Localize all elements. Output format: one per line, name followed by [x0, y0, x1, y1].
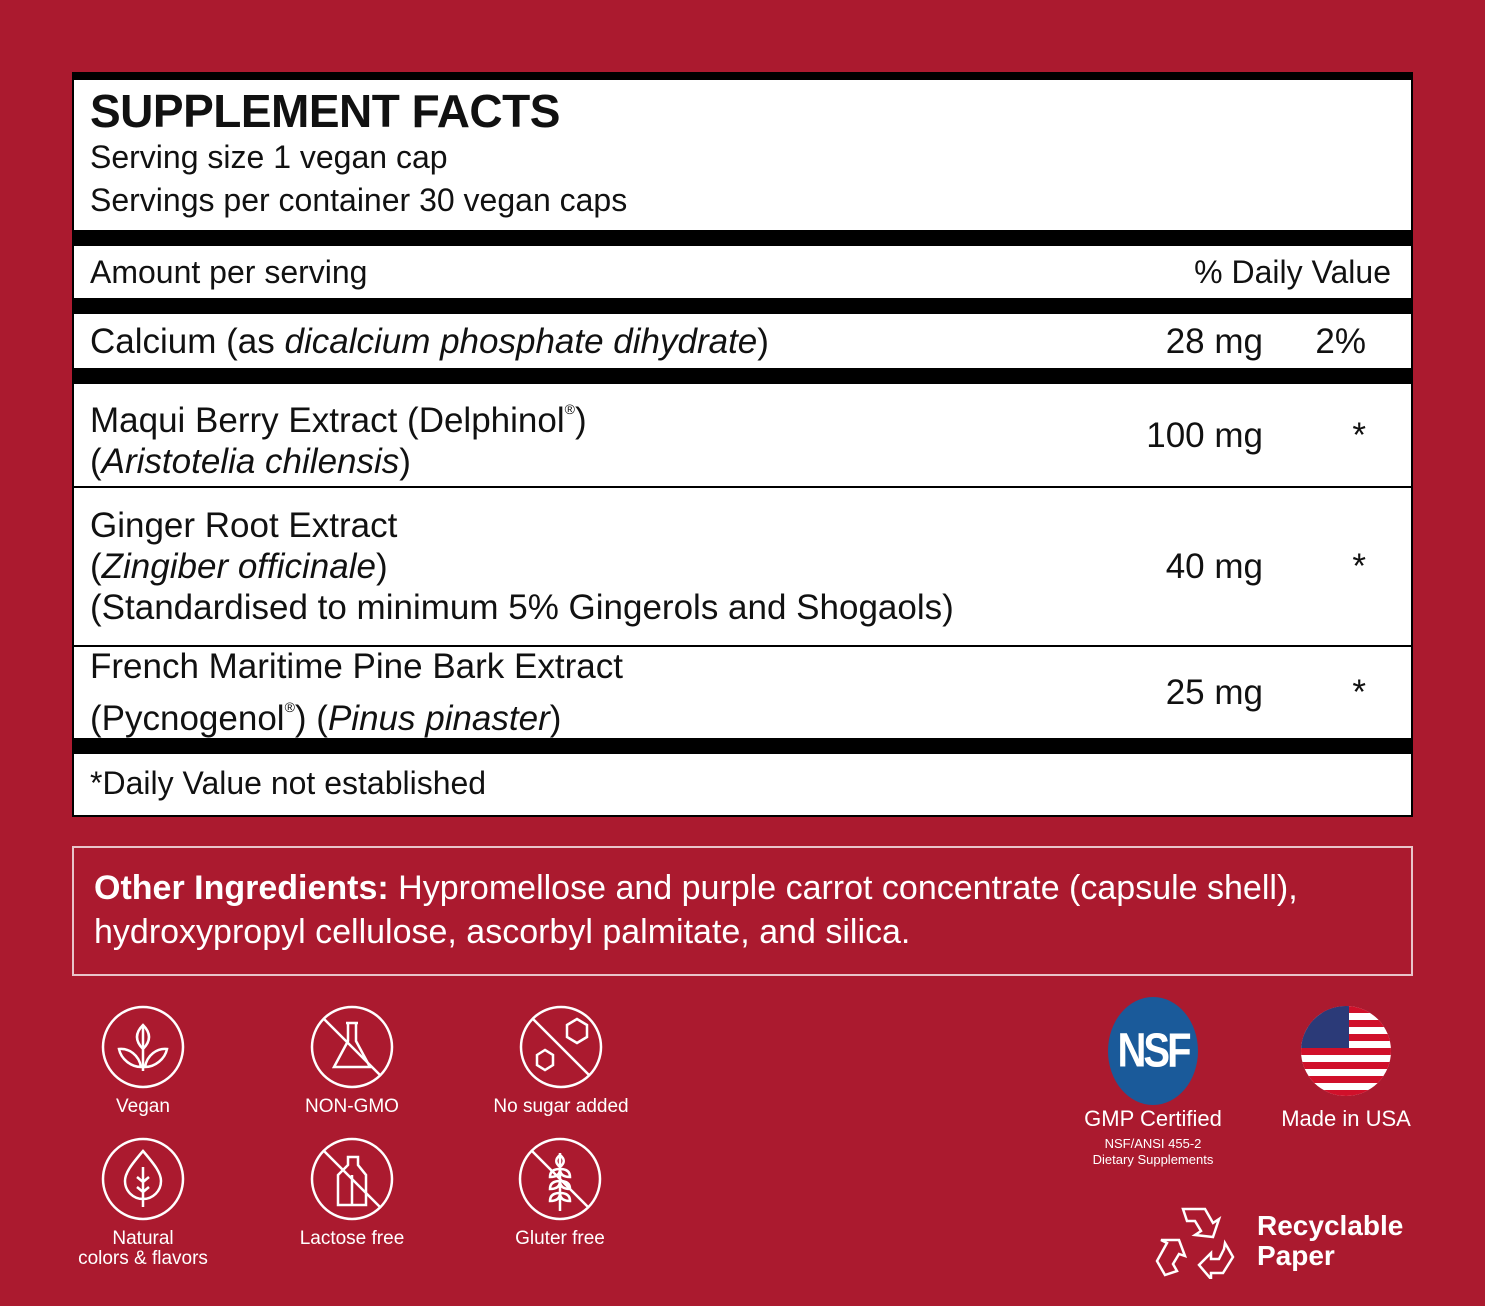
nutrient-dv: * — [1352, 547, 1366, 586]
paren: ) ( — [294, 699, 328, 738]
nutrient-row: French Maritime Pine Bark Extract (Pycnog… — [74, 647, 1411, 738]
badge-label: No sugar added — [493, 1096, 629, 1117]
badge-vegan: Vegan — [53, 1005, 233, 1117]
badge-non-gmo: NON-GMO — [262, 1005, 442, 1117]
badge-label: colors & flavors — [78, 1248, 208, 1269]
badge-gluten-free: Gluter free — [470, 1137, 650, 1249]
nutrient-amount: 40 mg — [1165, 547, 1263, 586]
recyclable-label: Recyclable — [1257, 1210, 1404, 1241]
divider — [74, 368, 1411, 384]
no-sugar-cube-icon — [519, 1005, 603, 1089]
badge-recyclable: Recyclable Paper — [1155, 1203, 1403, 1279]
badge-label: GMP Certified — [1084, 1106, 1222, 1131]
plant-icon — [101, 1005, 185, 1089]
recyclable-label: Paper — [1257, 1240, 1335, 1271]
other-ingredients-label: Other Ingredients: — [94, 869, 389, 907]
divider — [74, 486, 1411, 488]
badge-label: Made in USA — [1281, 1106, 1411, 1131]
paren: ) — [757, 321, 769, 361]
divider — [74, 230, 1411, 246]
nutrient-amount: 100 mg — [1146, 415, 1263, 455]
badge-sublabel: Dietary Supplements — [1092, 1152, 1214, 1167]
no-milk-icon — [310, 1137, 394, 1221]
nutrient-row: Calcium (as dicalcium phosphate dihydrat… — [74, 314, 1411, 368]
nutrient-dv: * — [1352, 415, 1366, 455]
amount-header: Amount per serving — [90, 253, 368, 290]
badge-label: Vegan — [116, 1096, 170, 1117]
nutrient-name: French Maritime Pine Bark Extract — [90, 647, 623, 686]
supplement-facts-panel: SUPPLEMENT FACTS Serving size 1 vegan ca… — [72, 72, 1413, 817]
badge-made-in-usa: Made in USA — [1256, 1006, 1436, 1132]
divider — [74, 645, 1411, 647]
facts-title: SUPPLEMENT FACTS — [90, 85, 560, 137]
registered-mark: ® — [284, 699, 295, 715]
paren: (Pycnogenol — [90, 699, 285, 738]
servings-per-container: Servings per container 30 vegan caps — [90, 182, 628, 218]
botanical-name: Aristotelia chilensis — [101, 441, 400, 481]
nutrient-amount: 28 mg — [1165, 321, 1263, 361]
nutrient-amount: 25 mg — [1165, 673, 1263, 712]
dv-header: % Daily Value — [1194, 253, 1391, 290]
nutrient-name: Ginger Root Extract — [90, 506, 398, 545]
paren: ) — [375, 547, 388, 586]
leaf-icon — [101, 1137, 185, 1221]
badge-natural: Natural colors & flavors — [53, 1137, 233, 1269]
badge-no-sugar: No sugar added — [471, 1005, 651, 1117]
divider — [74, 738, 1411, 754]
no-wheat-icon — [518, 1137, 602, 1221]
paren: ( — [90, 547, 102, 586]
footnote: *Daily Value not established — [90, 764, 487, 801]
nutrient-name: Calcium (as — [90, 321, 285, 361]
paren: ( — [90, 441, 102, 481]
badge-gmp: NSF GMP Certified NSF/ANSI 455-2 Dietary… — [1063, 997, 1243, 1168]
nsf-logo: NSF — [1108, 997, 1198, 1105]
paren: ) — [574, 400, 587, 440]
standardisation-note: (Standardised to minimum 5% Gingerols an… — [90, 588, 954, 627]
badge-label: Natural — [112, 1228, 174, 1249]
nutrient-name: Maqui Berry Extract (Delphinol — [90, 400, 565, 440]
other-ingredients-text: Hypromellose and purple carrot concentra… — [94, 869, 1298, 951]
badge-label: Gluter free — [515, 1228, 605, 1249]
nutrient-row: Maqui Berry Extract (Delphinol®) (Aristot… — [74, 384, 1411, 486]
badge-label: Lactose free — [299, 1228, 405, 1249]
badge-sublabel: NSF/ANSI 455-2 — [1104, 1136, 1202, 1151]
nutrient-dv: * — [1352, 673, 1366, 712]
nutrient-dv: 2% — [1315, 321, 1366, 361]
paren: ) — [549, 699, 562, 738]
serving-size: Serving size 1 vegan cap — [90, 139, 448, 175]
nutrient-source: dicalcium phosphate dihydrate — [284, 321, 758, 361]
us-flag-icon — [1301, 1006, 1391, 1096]
other-ingredients: Other Ingredients: Hypromellose and purp… — [72, 846, 1413, 976]
paren: ) — [399, 441, 411, 481]
botanical-name: Pinus pinaster — [327, 699, 550, 738]
nsf-logo-text: NSF — [1117, 1024, 1192, 1078]
no-flask-icon — [310, 1005, 394, 1089]
botanical-name: Zingiber officinale — [101, 547, 376, 586]
registered-mark: ® — [564, 400, 575, 417]
nutrient-row: Ginger Root Extract (Zingiber officinale)… — [74, 488, 1411, 645]
badge-label: NON-GMO — [305, 1096, 399, 1117]
divider — [74, 298, 1411, 314]
recycle-icon — [1155, 1207, 1235, 1279]
badge-lactose-free: Lactose free — [262, 1137, 442, 1249]
